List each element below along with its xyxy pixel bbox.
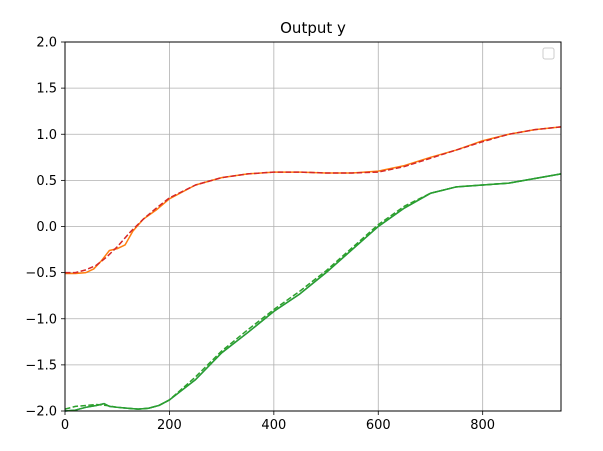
y-tick-label: 0.5: [36, 174, 57, 189]
y-tick-label: 2.0: [36, 36, 57, 51]
series-line-4: [64, 173, 562, 412]
legend-box: [542, 47, 555, 60]
series-line-1: [65, 126, 562, 274]
series-line-2: [64, 173, 562, 412]
x-tick-label: 600: [366, 418, 391, 433]
y-axis-ticks: −2.0 −1.5 −1.0 −0.5 0.0 0.5 1.0 1.5 2.0: [25, 36, 65, 420]
y-tick-label: −1.0: [25, 312, 57, 327]
y-tick-label: −2.0: [25, 405, 57, 420]
y-tick-label: 1.5: [36, 82, 57, 97]
x-axis-ticks: 0 200 400 600 800: [61, 411, 495, 433]
y-tick-label: 1.0: [36, 128, 57, 143]
x-tick-label: 800: [470, 418, 495, 433]
series-line-3: [64, 173, 562, 410]
x-tick-label: 200: [157, 418, 182, 433]
x-tick-label: 400: [261, 418, 286, 433]
y-tick-label: 0.0: [36, 220, 57, 235]
y-tick-label: −0.5: [25, 266, 57, 281]
y-tick-label: −1.5: [25, 358, 57, 373]
series-line-0: [65, 126, 562, 275]
series-group: [64, 126, 562, 412]
x-tick-label: 0: [61, 418, 69, 433]
chart-title: Output y: [280, 19, 346, 37]
grid-lines: [64, 41, 561, 412]
